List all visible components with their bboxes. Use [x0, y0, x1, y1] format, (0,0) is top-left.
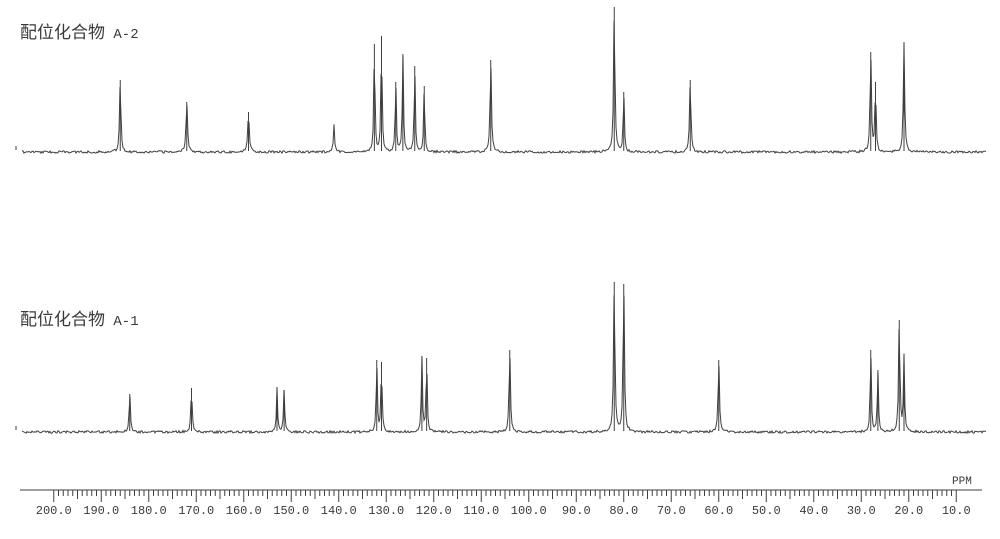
axis-tick-label: 90.0	[562, 504, 591, 518]
axis-tick-label: 60.0	[704, 504, 733, 518]
axis-tick-label: 180.0	[131, 504, 167, 518]
axis-tick-label: 140.0	[321, 504, 357, 518]
axis-tick-label: 100.0	[511, 504, 547, 518]
axis-tick-label: 190.0	[83, 504, 119, 518]
axis-tick-label: 110.0	[463, 504, 499, 518]
axis-tick-label: 200.0	[36, 504, 72, 518]
axis-tick-label: 50.0	[752, 504, 781, 518]
axis-tick-label: 40.0	[799, 504, 828, 518]
axis-tick-label: 10.0	[942, 504, 971, 518]
axis-tick-label: 150.0	[273, 504, 309, 518]
nmr-svg	[0, 0, 1000, 539]
axis-tick-label: 70.0	[657, 504, 686, 518]
nmr-figure: 配位化合物 A-2 配位化合物 A-1 PPM 200.0190.0180.01…	[0, 0, 1000, 539]
axis-tick-label: 80.0	[609, 504, 638, 518]
axis-tick-label: 160.0	[226, 504, 262, 518]
axis-tick-label: 120.0	[416, 504, 452, 518]
axis-tick-label: 130.0	[368, 504, 404, 518]
axis-tick-label: 30.0	[847, 504, 876, 518]
axis-tick-label: 170.0	[178, 504, 214, 518]
axis-tick-label: 20.0	[894, 504, 923, 518]
